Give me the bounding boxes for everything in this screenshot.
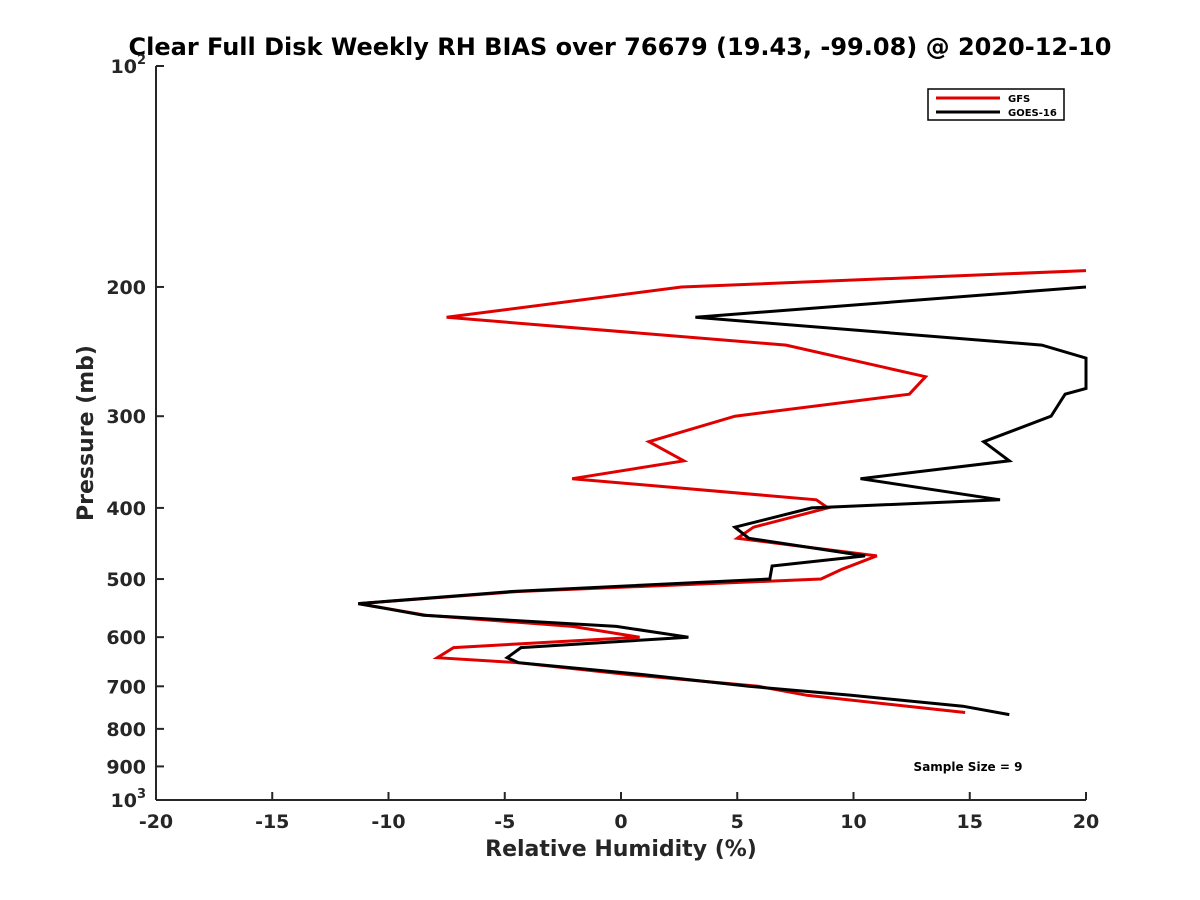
legend-items: GFS GOES-16 <box>936 94 1057 119</box>
x-tick-label: -10 <box>371 811 405 833</box>
x-tick-label: 5 <box>731 811 744 833</box>
x-tick-label: -15 <box>255 811 289 833</box>
y-tick-label: 900 <box>106 756 146 778</box>
y-tick-label: 102 <box>111 53 147 78</box>
series-layer <box>358 269 1088 717</box>
y-tick-label: 103 <box>111 787 147 812</box>
series-line-gfs <box>358 269 1087 714</box>
y-tick-label: 600 <box>106 627 146 649</box>
y-axis-ticks: 102 200 300 400 500 600 700 800 900 103 <box>106 53 164 812</box>
x-tick-label: -5 <box>494 811 515 833</box>
y-tick-label: 800 <box>106 719 146 741</box>
y-axis-label: Pressure (mb) <box>74 345 99 521</box>
sample-size-annotation: Sample Size = 9 <box>914 760 1023 774</box>
x-tick-label: 20 <box>1073 811 1099 833</box>
x-axis-label: Relative Humidity (%) <box>485 837 757 862</box>
legend-label: GFS <box>1008 94 1030 105</box>
legend-box <box>927 88 1065 121</box>
x-tick-label: 15 <box>957 811 983 833</box>
y-tick-label: 300 <box>106 406 146 428</box>
x-tick-label: 0 <box>614 811 627 833</box>
x-tick-label: -20 <box>139 811 173 833</box>
y-tick-label: 500 <box>106 569 146 591</box>
x-tick-label: 10 <box>840 811 866 833</box>
legend-label: GOES-16 <box>1008 108 1057 119</box>
y-tick-label: 700 <box>106 676 146 698</box>
series-line-goes-16 <box>358 285 1088 717</box>
legend: GFS GOES-16 <box>927 88 1065 121</box>
chart-title: Clear Full Disk Weekly RH BIAS over 7667… <box>129 33 1112 61</box>
y-tick-label: 400 <box>106 498 146 520</box>
x-axis-ticks: -20 -15 -10 -5 0 5 10 15 20 <box>139 792 1099 833</box>
plot-area: -20 -15 -10 -5 0 5 10 15 20 102 200 300 400 500 600 70… <box>106 53 1099 833</box>
y-tick-label: 200 <box>106 277 146 299</box>
